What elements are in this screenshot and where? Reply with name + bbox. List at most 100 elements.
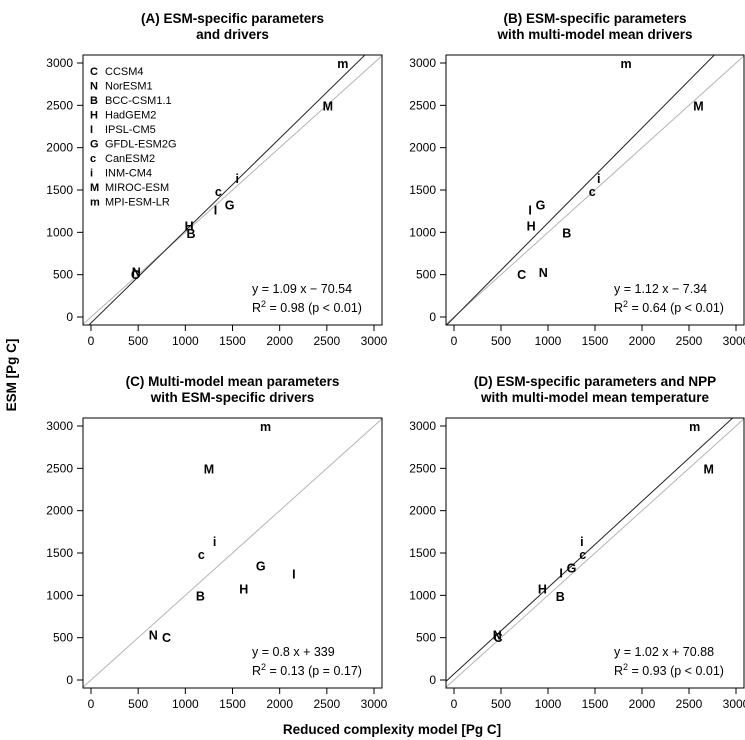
y-tick-label: 2000 xyxy=(46,141,73,155)
x-tick-label: 2000 xyxy=(629,334,656,348)
y-tick-label: 2500 xyxy=(409,461,436,475)
data-point-C: C xyxy=(162,631,171,645)
legend-key: C xyxy=(90,66,98,78)
y-axis-label: ESM [Pg C] xyxy=(4,339,19,412)
y-tick-label: 0 xyxy=(429,310,436,324)
legend-label: NorESM1 xyxy=(105,81,153,93)
data-point-c: c xyxy=(589,185,596,199)
y-tick-label: 0 xyxy=(66,673,73,687)
legend-key: I xyxy=(90,124,93,136)
regression-equation: y = 1.12 x − 7.34 xyxy=(614,282,707,296)
data-point-G: G xyxy=(567,561,577,575)
legend-key: i xyxy=(90,168,93,180)
x-tick-label: 0 xyxy=(88,334,95,348)
data-point-C: C xyxy=(494,631,503,645)
x-tick-label: 1500 xyxy=(219,334,246,348)
legend-key: H xyxy=(90,110,98,122)
legend-label: CCSM4 xyxy=(105,66,144,78)
data-point-c: c xyxy=(579,548,586,562)
data-point-H: H xyxy=(538,583,547,597)
data-point-G: G xyxy=(225,198,235,212)
x-tick-label: 500 xyxy=(491,334,511,348)
x-tick-label: 2500 xyxy=(313,697,340,711)
data-point-I: I xyxy=(559,566,562,580)
x-tick-label: 500 xyxy=(128,334,148,348)
y-tick-label: 0 xyxy=(429,673,436,687)
data-point-i: i xyxy=(580,535,583,549)
y-tick-label: 2500 xyxy=(46,461,73,475)
x-tick-label: 2000 xyxy=(266,697,293,711)
data-point-M: M xyxy=(693,99,703,113)
data-point-m: m xyxy=(620,57,631,71)
x-tick-label: 3000 xyxy=(361,697,388,711)
regression-line xyxy=(446,55,716,325)
r-squared: R2 = 0.93 (p < 0.01) xyxy=(614,662,724,678)
x-tick-label: 0 xyxy=(451,334,458,348)
data-point-M: M xyxy=(204,462,214,476)
data-point-C: C xyxy=(131,268,140,282)
legend-label: MIROC-ESM xyxy=(105,182,169,194)
x-tick-label: 1000 xyxy=(172,334,199,348)
x-tick-label: 1000 xyxy=(172,697,199,711)
x-tick-label: 1500 xyxy=(582,697,609,711)
data-point-i: i xyxy=(213,535,216,549)
regression-equation: y = 1.09 x − 70.54 xyxy=(252,282,352,296)
panel-title-line: and drivers xyxy=(196,27,269,42)
y-tick-label: 2000 xyxy=(409,504,436,518)
data-point-H: H xyxy=(527,220,536,234)
data-point-H: H xyxy=(239,583,248,597)
one-to-one-line xyxy=(83,55,382,325)
r-squared: R2 = 0.98 (p < 0.01) xyxy=(252,299,362,315)
y-tick-label: 1500 xyxy=(409,183,436,197)
r-squared: R2 = 0.13 (p = 0.17) xyxy=(252,662,362,678)
x-tick-label: 1500 xyxy=(582,334,609,348)
data-point-c: c xyxy=(198,548,205,562)
data-point-N: N xyxy=(539,266,548,280)
y-tick-label: 3000 xyxy=(46,56,73,70)
panel-title-line: (A) ESM-specific parameters xyxy=(141,11,324,26)
data-point-m: m xyxy=(260,420,271,434)
y-tick-label: 1500 xyxy=(46,183,73,197)
legend-label: INM-CM4 xyxy=(105,168,152,180)
y-tick-label: 500 xyxy=(53,268,73,282)
x-tick-label: 1000 xyxy=(535,697,562,711)
data-point-N: N xyxy=(493,628,502,642)
data-point-I: I xyxy=(292,567,295,581)
data-point-B: B xyxy=(556,590,565,604)
y-tick-label: 1000 xyxy=(409,588,436,602)
legend-label: MPI-ESM-LR xyxy=(105,197,170,209)
panel-d: (D) ESM-specific parameters and NPPwith … xyxy=(409,374,745,711)
data-point-m: m xyxy=(337,57,348,71)
panel-title-line: with multi-model mean temperature xyxy=(480,390,710,405)
panel-title-line: with multi-model mean drivers xyxy=(496,27,692,42)
legend-label: HadGEM2 xyxy=(105,110,156,122)
y-tick-label: 1000 xyxy=(409,225,436,239)
x-tick-label: 1500 xyxy=(219,697,246,711)
y-tick-label: 2000 xyxy=(46,504,73,518)
y-tick-label: 1000 xyxy=(46,588,73,602)
y-tick-label: 2500 xyxy=(46,98,73,112)
y-tick-label: 3000 xyxy=(409,419,436,433)
y-tick-label: 500 xyxy=(416,631,436,645)
y-tick-label: 3000 xyxy=(409,56,436,70)
x-tick-label: 500 xyxy=(491,697,511,711)
one-to-one-line xyxy=(446,418,744,688)
regression-line xyxy=(446,418,734,683)
legend-label: BCC-CSM1.1 xyxy=(105,95,172,107)
y-tick-label: 3000 xyxy=(46,419,73,433)
regression-line xyxy=(88,55,366,325)
data-point-i: i xyxy=(597,172,600,186)
x-tick-label: 3000 xyxy=(723,697,745,711)
one-to-one-line xyxy=(446,55,744,325)
x-tick-label: 2000 xyxy=(266,334,293,348)
x-tick-label: 3000 xyxy=(361,334,388,348)
x-tick-label: 0 xyxy=(88,697,95,711)
data-point-C: C xyxy=(517,268,526,282)
data-point-N: N xyxy=(149,628,158,642)
data-point-I: I xyxy=(528,203,531,217)
one-to-one-line xyxy=(83,418,382,688)
data-point-B: B xyxy=(186,227,195,241)
